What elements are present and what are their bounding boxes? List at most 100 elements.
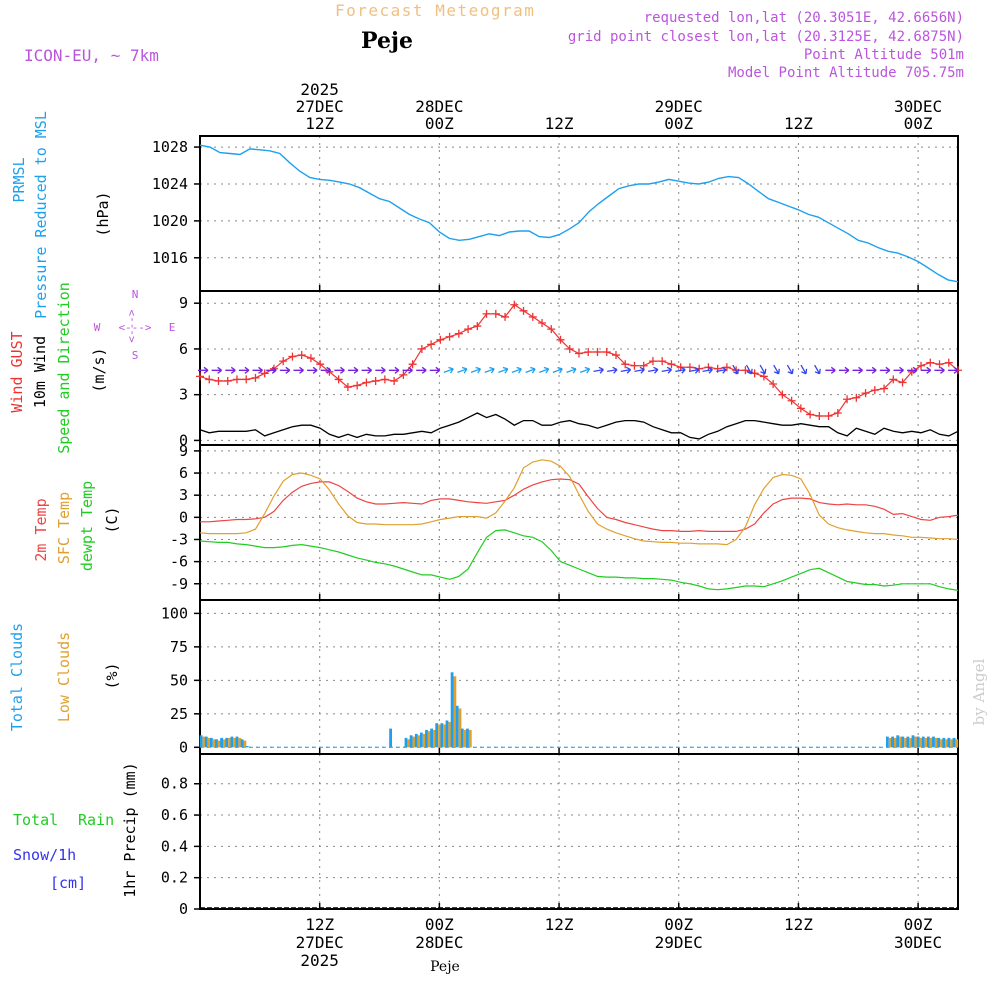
total-cloud-bar <box>466 728 469 748</box>
gust-marker <box>519 306 528 315</box>
wind-arrow <box>566 366 577 374</box>
wind-arrow <box>511 366 522 374</box>
gust-marker <box>316 360 325 369</box>
low-cloud-bar <box>904 737 907 748</box>
precip-snow-label: Snow/1h <box>13 846 76 864</box>
pressure-unit: (hPa) <box>94 191 112 236</box>
y-tick-label: 0.8 <box>161 775 188 793</box>
low-cloud-bar <box>935 737 938 748</box>
total-cloud-bar <box>891 736 894 748</box>
gust-marker <box>602 347 611 356</box>
wind-arrow <box>579 366 591 374</box>
wind-arrow <box>688 366 700 374</box>
low-cloud-bar <box>955 739 959 748</box>
low-cloud-bar <box>438 724 441 748</box>
y-tick-label: 0.2 <box>161 869 188 887</box>
y-tick-label: 0 <box>179 431 188 449</box>
gust-marker <box>685 363 694 372</box>
temp-unit: (C) <box>103 506 121 533</box>
wind-arrow <box>879 366 891 374</box>
wind-arrow <box>429 366 441 374</box>
wind-arrow <box>457 366 468 374</box>
low-cloud-bar <box>888 737 892 748</box>
gust-marker <box>242 375 251 384</box>
total-cloud-bar <box>440 723 444 748</box>
gust-marker <box>279 357 288 366</box>
wind-arrow <box>825 366 836 374</box>
precip-rain-label: Rain <box>78 811 114 829</box>
total-cloud-bar <box>952 737 956 748</box>
gust-marker <box>528 312 537 321</box>
wind-arrow <box>293 366 304 374</box>
wind-arrow <box>907 366 918 374</box>
wind-label: 10m Wind <box>31 336 49 408</box>
wind-arrow <box>238 366 250 374</box>
low-cloud-bar <box>950 739 954 748</box>
wind-arrow <box>361 366 372 374</box>
y-tick-label: 0 <box>179 738 188 756</box>
gust-marker <box>778 390 787 399</box>
bottom-time-label: 00Z <box>664 915 693 934</box>
gust-marker <box>556 335 565 344</box>
bottom-time-label: 29DEC <box>655 933 703 952</box>
wind-arrow <box>814 364 821 375</box>
gust-marker <box>501 312 510 321</box>
wind-arrow <box>732 364 740 375</box>
wind-arrow <box>759 364 767 375</box>
gust-marker <box>833 408 842 417</box>
low-cloud-bar <box>202 736 206 748</box>
low-cloud-bar <box>919 737 923 748</box>
gust-marker <box>436 335 445 344</box>
compass-west: W <box>94 321 101 334</box>
compass-east: E <box>169 321 176 334</box>
wind-arrow <box>948 366 959 374</box>
bottom-time-label: 00Z <box>425 915 454 934</box>
pressure-label: Pressure Reduced to MSL <box>32 111 50 319</box>
low-cloud-bar <box>412 736 416 748</box>
total-cloud-bar <box>901 736 905 748</box>
point-altitude: Point Altitude 501m <box>804 47 964 63</box>
total-cloud-bar <box>450 672 454 748</box>
low-cloud-bar <box>233 737 237 748</box>
y-tick-label: 1016 <box>152 249 188 267</box>
gust-marker <box>288 352 297 361</box>
wind-arrow <box>866 366 877 374</box>
low-cloud-bar <box>433 729 436 748</box>
low-cloud-bar <box>914 736 918 748</box>
wind-arrow <box>773 364 780 375</box>
bottom-time-label: 12Z <box>784 915 813 934</box>
gust-marker <box>926 358 935 367</box>
wind-arrow <box>443 366 454 374</box>
y-tick-label: 6 <box>179 340 188 358</box>
low-cloud-bar <box>217 740 221 748</box>
wind-arrow <box>852 366 863 374</box>
top-time-label: 12Z <box>784 114 813 133</box>
total-cloud-bar <box>404 737 408 748</box>
gust-marker <box>362 378 371 387</box>
total-cloud-bar <box>230 736 234 748</box>
total-cloud-bar <box>420 732 423 748</box>
total-clouds-label: Total Clouds <box>8 623 26 731</box>
gust-marker <box>889 375 898 384</box>
low-cloud-bar <box>945 739 948 748</box>
gust-marker <box>205 375 214 384</box>
total-cloud-bar <box>942 737 946 748</box>
wind-arrow <box>634 366 645 374</box>
panel-temp <box>194 444 959 601</box>
gust-marker <box>464 325 473 334</box>
total-cloud-bar <box>445 720 449 748</box>
total-cloud-bar <box>409 735 413 748</box>
gust-marker <box>593 347 602 356</box>
footer-location: Peje <box>430 959 460 975</box>
wind-arrow <box>607 366 618 374</box>
y-tick-label: 3 <box>179 486 188 504</box>
wind-arrow <box>484 366 495 374</box>
gust-marker <box>510 300 519 309</box>
total-cloud-bar <box>414 733 418 748</box>
low-cloud-bar <box>458 708 462 748</box>
low-cloud-bar <box>929 737 933 748</box>
gust-marker <box>343 383 352 392</box>
precip-unit: 1hr Precip (mm) <box>121 762 139 897</box>
gust-marker <box>630 361 639 370</box>
